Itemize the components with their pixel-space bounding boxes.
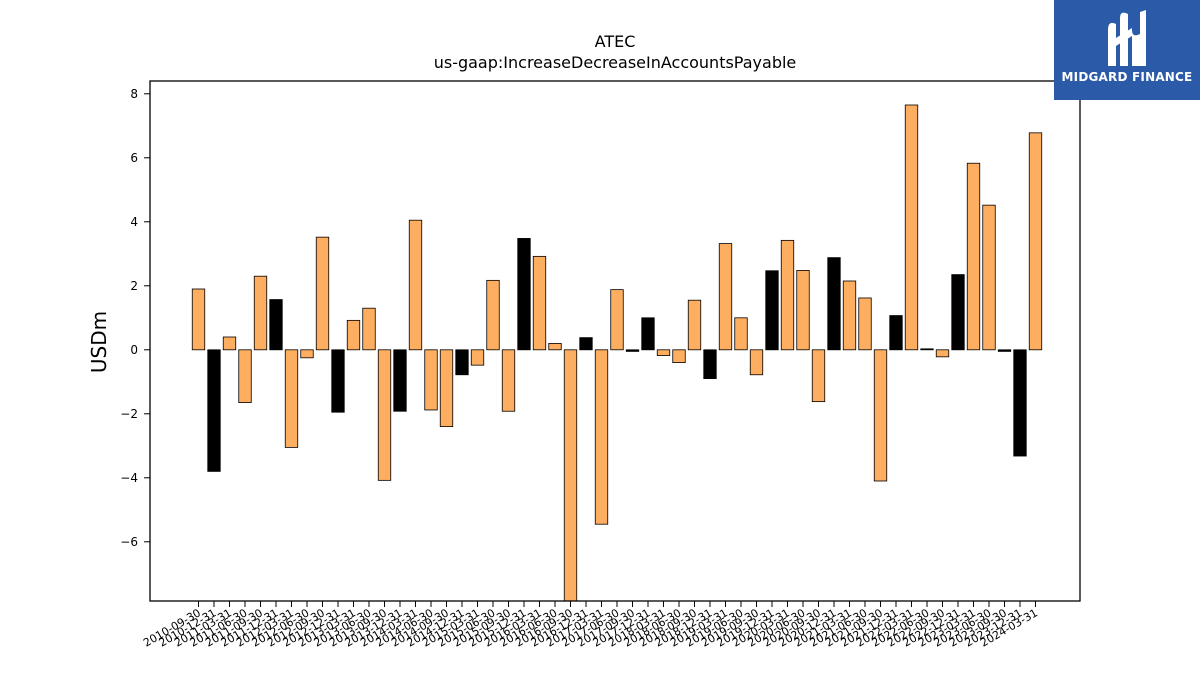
bar-2019-03-31: [718, 243, 733, 351]
bar-2020-09-30: [811, 349, 826, 403]
bar-2021-06-30: [858, 297, 872, 351]
bar-2014-09-30: [439, 349, 454, 427]
bar-2019-06-30: [734, 317, 748, 351]
bar-2016-12-31: [579, 337, 593, 351]
bar-2018-09-30: [687, 299, 702, 351]
bar-2019-12-31: [765, 270, 779, 351]
bar-2011-09-30: [253, 275, 268, 351]
bar-2019-09-30: [749, 349, 764, 376]
bar-2022-03-31: [904, 104, 919, 351]
bar-2013-09-30: [377, 349, 392, 481]
bar-2023-09-30: [997, 349, 1012, 352]
bar-2018-06-30: [672, 349, 686, 363]
y-tick-label: −4: [120, 471, 138, 485]
bar-2021-09-30: [873, 349, 888, 482]
bar-2021-03-31: [842, 280, 857, 351]
bar-2010-09-30: [191, 288, 206, 351]
bar-2010-12-31: [207, 349, 221, 472]
y-axis: −6 −4 −2 0 2 4 6 8: [120, 87, 150, 549]
bar-2018-12-31: [703, 349, 717, 379]
bar-2014-06-30: [424, 349, 438, 411]
midgard-finance-logo: MIDGARD FINANCE: [1054, 0, 1200, 100]
bar-2015-03-31: [470, 349, 485, 366]
chart-subtitle: us-gaap:IncreaseDecreaseInAccountsPayabl…: [433, 53, 797, 72]
bar-2014-03-31: [408, 219, 423, 351]
y-tick-label: 0: [130, 343, 138, 357]
bar-2022-12-31: [951, 274, 965, 351]
chart-title: ATEC: [594, 32, 636, 51]
logo-text: MIDGARD FINANCE: [1061, 70, 1193, 84]
x-axis: 2010-09-302010-12-312011-03-312011-06-30…: [141, 601, 1040, 650]
bar-2020-12-31: [827, 257, 841, 351]
bar-2021-12-31: [889, 315, 903, 351]
bar-2012-12-31: [331, 349, 345, 413]
bar-2017-09-30: [625, 349, 640, 352]
bars-group: [191, 104, 1043, 602]
bar-2023-03-31: [966, 162, 981, 351]
y-tick-label: −6: [120, 535, 138, 549]
bar-2012-03-31: [284, 349, 299, 448]
y-tick-label: 6: [130, 151, 138, 165]
bar-2020-06-30: [796, 270, 810, 351]
bar-2015-09-30: [501, 349, 516, 412]
bar-2013-12-31: [393, 349, 407, 412]
bar-2017-06-30: [610, 289, 624, 351]
bar-2016-09-30: [563, 349, 578, 602]
bar-2016-03-31: [532, 255, 547, 351]
bar-2017-12-31: [641, 317, 655, 351]
bar-2022-09-30: [935, 349, 950, 358]
bar-2011-06-30: [238, 349, 252, 403]
bar-2020-03-31: [780, 239, 795, 351]
plot-frame: [149, 80, 1081, 602]
bar-2011-03-31: [222, 336, 237, 351]
midgard-m-logo-icon: [1108, 10, 1146, 67]
bar-2013-06-30: [362, 307, 376, 351]
bar-2015-12-31: [517, 238, 531, 351]
bar-2023-12-31: [1013, 349, 1027, 457]
y-tick-label: 2: [130, 279, 138, 293]
bar-2024-03-31: [1028, 132, 1043, 351]
bar-2022-06-30: [920, 348, 934, 351]
bar-2023-06-30: [982, 204, 996, 351]
bar-2018-03-31: [656, 349, 671, 356]
bar-2015-06-30: [486, 279, 500, 351]
bar-2011-12-31: [269, 299, 283, 351]
bar-2012-06-30: [300, 349, 314, 359]
bar-2017-03-31: [594, 349, 609, 525]
bar-2016-06-30: [548, 342, 562, 351]
y-tick-label: −2: [120, 407, 138, 421]
bar-2014-12-31: [455, 349, 469, 376]
y-tick-label: 4: [130, 215, 138, 229]
y-tick-label: 8: [130, 87, 138, 101]
bar-2013-03-31: [346, 319, 361, 351]
bar-2012-09-30: [315, 236, 330, 351]
